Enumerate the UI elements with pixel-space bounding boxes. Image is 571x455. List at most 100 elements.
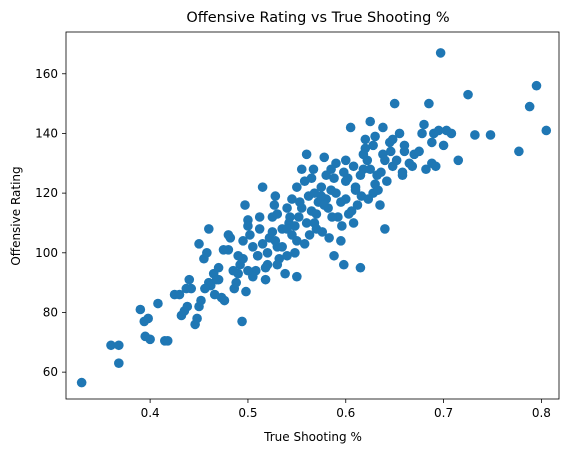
data-point (360, 134, 371, 145)
x-tick-label: 0.4 (141, 406, 160, 420)
data-point (343, 209, 354, 219)
data-point (317, 227, 328, 237)
data-point (358, 149, 369, 160)
data-point (427, 137, 437, 148)
data-point (143, 313, 153, 324)
data-point (299, 239, 310, 249)
data-point (209, 289, 220, 300)
data-point (309, 188, 320, 198)
data-point (417, 128, 427, 139)
data-point (294, 197, 305, 207)
data-point (391, 155, 402, 166)
data-point (76, 377, 87, 388)
data-point (301, 218, 312, 228)
data-point (240, 200, 250, 210)
data-point (260, 274, 271, 285)
data-point (186, 283, 197, 294)
y-tick-label: 160 (35, 67, 58, 81)
data-point (218, 245, 229, 255)
data-point (254, 212, 265, 222)
data-point (219, 295, 230, 306)
data-point (238, 236, 248, 246)
data-point (319, 200, 330, 210)
data-point (380, 224, 390, 234)
data-point (339, 167, 349, 178)
data-point (287, 194, 297, 204)
data-point (348, 161, 359, 172)
data-point (153, 298, 163, 309)
data-point (254, 224, 265, 234)
data-point (387, 134, 398, 145)
data-point (382, 176, 392, 186)
data-point (292, 182, 302, 192)
data-point (237, 316, 247, 327)
data-point (272, 209, 283, 219)
data-point (270, 191, 281, 201)
data-point (407, 161, 418, 172)
data-point (285, 212, 295, 222)
data-point (145, 334, 155, 345)
data-point (378, 122, 388, 133)
data-point (399, 146, 410, 157)
data-point (194, 239, 204, 249)
data-point (233, 250, 243, 261)
data-point (257, 239, 268, 249)
data-point (316, 182, 327, 192)
data-point (345, 122, 356, 133)
data-point (231, 277, 241, 288)
data-point (324, 233, 334, 243)
data-point (541, 125, 552, 136)
data-point (326, 164, 336, 175)
data-point (380, 155, 390, 166)
data-point (290, 221, 300, 231)
y-tick-label: 120 (35, 186, 58, 200)
data-point (282, 224, 292, 234)
data-point (292, 271, 302, 282)
data-point (243, 265, 253, 276)
data-point (524, 101, 535, 112)
data-point (327, 212, 337, 222)
data-point (329, 250, 339, 261)
data-point (370, 131, 380, 142)
data-point (162, 336, 173, 346)
data-point (348, 218, 359, 228)
data-point (337, 221, 347, 231)
data-point (213, 274, 224, 285)
data-point (531, 80, 542, 91)
data-point (114, 340, 124, 351)
y-axis: 60 80 100 120 140 160 (35, 67, 66, 379)
data-point (248, 242, 258, 252)
data-point (421, 164, 431, 175)
data-point (277, 242, 287, 252)
data-point (355, 262, 366, 273)
data-point (331, 188, 341, 198)
data-point (463, 89, 473, 100)
data-point (339, 259, 349, 270)
data-point (363, 194, 374, 204)
data-point (292, 236, 302, 246)
data-point (267, 227, 278, 237)
data-point (257, 182, 268, 192)
data-point (252, 250, 263, 261)
data-point (340, 176, 351, 186)
y-tick-label: 60 (43, 365, 58, 379)
data-point (304, 230, 315, 240)
data-point (182, 301, 193, 312)
data-point (241, 286, 251, 297)
data-point (282, 250, 292, 261)
data-point (228, 265, 239, 276)
data-point (270, 236, 281, 246)
data-point (365, 164, 376, 175)
data-point (106, 340, 116, 351)
data-point (319, 152, 330, 163)
x-tick-label: 0.8 (532, 406, 551, 420)
data-point (306, 173, 317, 183)
data-point (243, 221, 253, 231)
data-point (296, 164, 307, 175)
data-point (174, 289, 185, 300)
data-point (282, 203, 292, 213)
data-point (419, 119, 429, 130)
data-point (196, 295, 206, 306)
data-point (368, 140, 378, 151)
